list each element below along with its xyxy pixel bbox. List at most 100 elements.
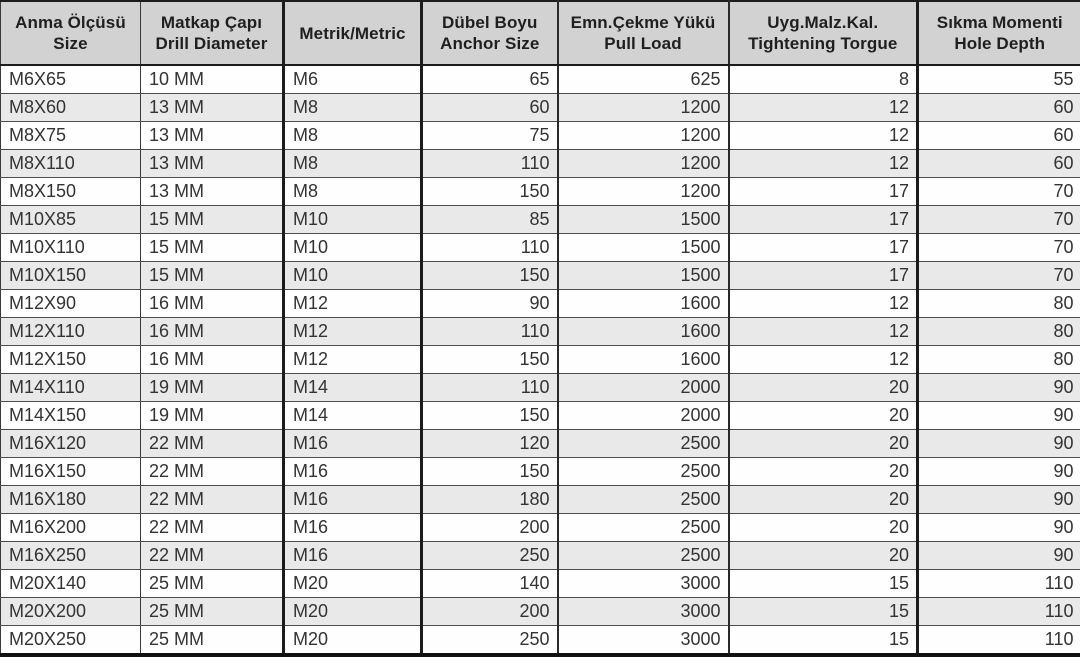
cell-size: M12X110 (0, 317, 141, 346)
table-row: M16X150 22 MM M16 150 2500 20 90 (0, 457, 1080, 486)
cell-pull: 1500 (556, 261, 729, 290)
cell-size: M14X110 (0, 373, 141, 402)
cell-drill: 22 MM (140, 513, 284, 542)
cell-torque: 12 (727, 289, 918, 318)
cell-pull: 1600 (556, 345, 729, 374)
cell-pull: 3000 (556, 625, 729, 656)
cell-size: M10X85 (0, 205, 141, 234)
cell-torque: 20 (727, 429, 918, 458)
cell-metric: M20 (282, 569, 422, 598)
cell-drill: 25 MM (140, 625, 284, 656)
cell-size: M20X250 (0, 625, 141, 656)
cell-pull: 1200 (556, 93, 729, 122)
cell-depth: 80 (916, 289, 1080, 318)
header-torque-line1: Uyg.Malz.Kal. (767, 13, 879, 32)
cell-size: M6X65 (0, 65, 141, 94)
cell-drill: 13 MM (140, 93, 284, 122)
table-row: M10X150 15 MM M10 150 1500 17 70 (0, 261, 1080, 290)
cell-metric: M8 (282, 93, 422, 122)
cell-depth: 70 (916, 177, 1080, 206)
table-row: M8X110 13 MM M8 110 1200 12 60 (0, 149, 1080, 178)
cell-drill: 15 MM (140, 205, 284, 234)
cell-torque: 8 (727, 65, 918, 94)
cell-torque: 17 (727, 261, 918, 290)
table-row: M20X250 25 MM M20 250 3000 15 110 (0, 625, 1080, 656)
cell-anchor: 250 (420, 541, 558, 570)
cell-drill: 22 MM (140, 457, 284, 486)
cell-torque: 15 (727, 625, 918, 656)
cell-torque: 15 (727, 569, 918, 598)
cell-torque: 20 (727, 541, 918, 570)
cell-torque: 12 (727, 121, 918, 150)
table-row: M8X150 13 MM M8 150 1200 17 70 (0, 177, 1080, 206)
cell-size: M8X150 (0, 177, 141, 206)
cell-depth: 60 (916, 121, 1080, 150)
cell-drill: 22 MM (140, 541, 284, 570)
cell-drill: 13 MM (140, 121, 284, 150)
table-row: M12X90 16 MM M12 90 1600 12 80 (0, 289, 1080, 318)
cell-drill: 15 MM (140, 261, 284, 290)
table-row: M16X250 22 MM M16 250 2500 20 90 (0, 541, 1080, 570)
cell-size: M16X150 (0, 457, 141, 486)
cell-pull: 1200 (556, 121, 729, 150)
cell-drill: 22 MM (140, 429, 284, 458)
cell-size: M8X75 (0, 121, 141, 150)
table-row: M10X110 15 MM M10 110 1500 17 70 (0, 233, 1080, 262)
cell-metric: M16 (282, 457, 422, 486)
cell-depth: 60 (916, 93, 1080, 122)
table-row: M8X60 13 MM M8 60 1200 12 60 (0, 93, 1080, 122)
cell-pull: 1600 (556, 289, 729, 318)
table-row: M20X200 25 MM M20 200 3000 15 110 (0, 597, 1080, 626)
cell-torque: 17 (727, 233, 918, 262)
cell-anchor: 65 (420, 65, 558, 94)
cell-metric: M16 (282, 541, 422, 570)
header-drill-diameter: Matkap Çapı Drill Diameter (140, 1, 284, 66)
cell-depth: 110 (916, 569, 1080, 598)
cell-size: M16X120 (0, 429, 141, 458)
cell-drill: 16 MM (140, 317, 284, 346)
cell-size: M10X150 (0, 261, 141, 290)
table-row: M8X75 13 MM M8 75 1200 12 60 (0, 121, 1080, 150)
header-tightening-torque: Uyg.Malz.Kal. Tightening Torgue (727, 1, 918, 66)
cell-pull: 1500 (556, 205, 729, 234)
table-header: Anma Ölçüsü Size Matkap Çapı Drill Diame… (0, 1, 1080, 66)
cell-metric: M10 (282, 205, 422, 234)
cell-anchor: 140 (420, 569, 558, 598)
cell-anchor: 120 (420, 429, 558, 458)
cell-metric: M8 (282, 149, 422, 178)
cell-depth: 110 (916, 625, 1080, 656)
cell-drill: 22 MM (140, 485, 284, 514)
cell-metric: M16 (282, 429, 422, 458)
cell-torque: 17 (727, 205, 918, 234)
header-depth-line1: Sıkma Momenti (936, 13, 1063, 32)
cell-depth: 55 (916, 65, 1080, 94)
table-row: M16X200 22 MM M16 200 2500 20 90 (0, 513, 1080, 542)
cell-metric: M12 (282, 345, 422, 374)
cell-metric: M16 (282, 513, 422, 542)
cell-depth: 90 (916, 429, 1080, 458)
cell-anchor: 110 (420, 317, 558, 346)
cell-size: M20X200 (0, 597, 141, 626)
cell-pull: 1200 (556, 177, 729, 206)
header-size-line2: Size (53, 34, 88, 53)
cell-pull: 2500 (556, 457, 729, 486)
cell-pull: 2000 (556, 373, 729, 402)
cell-anchor: 110 (420, 373, 558, 402)
cell-pull: 3000 (556, 597, 729, 626)
cell-torque: 12 (727, 93, 918, 122)
cell-size: M8X110 (0, 149, 141, 178)
cell-drill: 13 MM (140, 149, 284, 178)
cell-depth: 80 (916, 345, 1080, 374)
cell-anchor: 60 (420, 93, 558, 122)
cell-size: M10X110 (0, 233, 141, 262)
cell-pull: 2500 (556, 541, 729, 570)
cell-size: M16X200 (0, 513, 141, 542)
cell-drill: 19 MM (140, 401, 284, 430)
cell-torque: 15 (727, 597, 918, 626)
cell-anchor: 180 (420, 485, 558, 514)
cell-pull: 1600 (556, 317, 729, 346)
table-row: M16X120 22 MM M16 120 2500 20 90 (0, 429, 1080, 458)
table-row: M20X140 25 MM M20 140 3000 15 110 (0, 569, 1080, 598)
cell-metric: M14 (282, 401, 422, 430)
cell-torque: 12 (727, 345, 918, 374)
